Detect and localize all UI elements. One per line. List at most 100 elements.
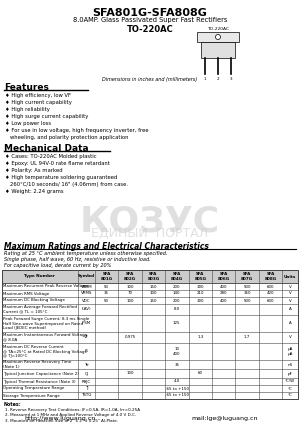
Text: TO-220AC: TO-220AC xyxy=(127,25,173,34)
Bar xyxy=(201,42,235,58)
Text: SFA
803G: SFA 803G xyxy=(147,272,159,281)
Text: 150: 150 xyxy=(150,284,157,289)
Text: ♦ High temperature soldering guaranteed: ♦ High temperature soldering guaranteed xyxy=(5,175,117,180)
Text: 400: 400 xyxy=(220,284,227,289)
Text: 100: 100 xyxy=(126,298,134,303)
Text: 1. Reverse Recovery Test Conditions: IF=0.5A, IR=1.0A, Irr=0.25A: 1. Reverse Recovery Test Conditions: IF=… xyxy=(5,408,140,411)
Text: ♦ Low power loss: ♦ Low power loss xyxy=(5,121,51,126)
Text: Type Number: Type Number xyxy=(25,275,56,278)
Text: 100: 100 xyxy=(126,284,134,289)
Text: °C/W: °C/W xyxy=(285,380,295,383)
Text: Maximum DC Reverse Current
@ TA=25°C at Rated DC Blocking Voltage
@ TJ=100°C: Maximum DC Reverse Current @ TA=25°C at … xyxy=(3,345,87,358)
Bar xyxy=(2,270,298,283)
Text: Trr: Trr xyxy=(84,363,89,366)
Text: 2: 2 xyxy=(217,77,219,81)
Text: 100: 100 xyxy=(150,292,157,295)
Text: V: V xyxy=(289,298,292,303)
Text: Maximum Average Forward Rectified
Current @ TL = 105°C: Maximum Average Forward Rectified Curren… xyxy=(3,305,77,314)
Text: Features: Features xyxy=(4,83,49,92)
Text: Maximum Instantaneous Forward Voltage
@ 8.0A: Maximum Instantaneous Forward Voltage @ … xyxy=(3,333,87,342)
Text: 260°C/10 seconds/ 16" (4.06mm) from case.: 260°C/10 seconds/ 16" (4.06mm) from case… xyxy=(10,182,128,187)
Text: ♦ Polarity: As marked: ♦ Polarity: As marked xyxy=(5,168,63,173)
Text: 0.975: 0.975 xyxy=(124,335,136,340)
Text: 400: 400 xyxy=(220,298,227,303)
Text: ♦ High reliability: ♦ High reliability xyxy=(5,107,50,112)
Text: 50: 50 xyxy=(104,298,109,303)
Text: 35: 35 xyxy=(104,292,109,295)
Text: 125: 125 xyxy=(173,321,181,326)
Text: VF: VF xyxy=(84,335,89,340)
Text: Mechanical Data: Mechanical Data xyxy=(4,144,88,153)
Text: nS: nS xyxy=(288,363,293,366)
Text: IFSM: IFSM xyxy=(82,321,91,326)
Text: Symbol: Symbol xyxy=(78,275,95,278)
Text: 8.0: 8.0 xyxy=(174,308,180,312)
Text: Maximum RMS Voltage: Maximum RMS Voltage xyxy=(3,292,49,295)
Text: 140: 140 xyxy=(173,292,181,295)
Text: pF: pF xyxy=(288,371,292,376)
Text: TO-220AC: TO-220AC xyxy=(207,27,229,31)
Text: 350: 350 xyxy=(243,292,251,295)
Text: 300: 300 xyxy=(196,284,204,289)
Text: VRRM: VRRM xyxy=(80,284,92,289)
Text: IR: IR xyxy=(84,349,88,354)
Text: 2. Measured at 1 MHz and Applied Reverse Voltage of 4.0 V D.C.: 2. Measured at 1 MHz and Applied Reverse… xyxy=(5,413,136,417)
Text: 150: 150 xyxy=(150,298,157,303)
Text: Notes:: Notes: xyxy=(4,402,22,407)
Text: 1.7: 1.7 xyxy=(244,335,250,340)
Text: SFA
802G: SFA 802G xyxy=(124,272,136,281)
Text: SFA
807G: SFA 807G xyxy=(241,272,253,281)
Text: Typical Thermal Resistance (Note 3): Typical Thermal Resistance (Note 3) xyxy=(3,380,76,383)
Text: SFA
808G: SFA 808G xyxy=(265,272,277,281)
Text: 35: 35 xyxy=(174,363,179,366)
Text: 500: 500 xyxy=(243,284,251,289)
Text: 4.0: 4.0 xyxy=(174,380,180,383)
Text: 8.0AMP. Glass Passivated Super Fast Rectifiers: 8.0AMP. Glass Passivated Super Fast Rect… xyxy=(73,17,227,23)
Text: ♦ High efficiency, low VF: ♦ High efficiency, low VF xyxy=(5,93,71,98)
Text: Maximum DC Blocking Voltage: Maximum DC Blocking Voltage xyxy=(3,298,65,303)
Text: SFA
806G: SFA 806G xyxy=(218,272,230,281)
Text: ♦ High surge current capability: ♦ High surge current capability xyxy=(5,114,88,119)
Text: ♦ Cases: TO-220AC Molded plastic: ♦ Cases: TO-220AC Molded plastic xyxy=(5,154,97,159)
Text: Maximum Ratings and Electrical Characteristics: Maximum Ratings and Electrical Character… xyxy=(4,242,209,251)
Text: SFA801G-SFA808G: SFA801G-SFA808G xyxy=(93,8,207,18)
Text: A: A xyxy=(289,308,292,312)
Text: V: V xyxy=(289,292,292,295)
Text: V: V xyxy=(289,284,292,289)
Text: I(AV): I(AV) xyxy=(82,308,91,312)
Text: КОЗУС: КОЗУС xyxy=(80,204,220,238)
Text: For capacitive load, derate current by 20%: For capacitive load, derate current by 2… xyxy=(4,263,111,268)
Text: μA
μA: μA μA xyxy=(287,347,293,356)
Text: SFA
804G: SFA 804G xyxy=(171,272,183,281)
Text: 420: 420 xyxy=(267,292,274,295)
Text: Peak Forward Surge Current; 8.3 ms Single
Half Sine-wave Superimposed on Rated
L: Peak Forward Surge Current; 8.3 ms Singl… xyxy=(3,317,89,330)
Text: 1.3: 1.3 xyxy=(197,335,203,340)
Text: 1: 1 xyxy=(204,77,206,81)
Text: Single phase, half wave, 60 Hz, resistive or inductive load.: Single phase, half wave, 60 Hz, resistiv… xyxy=(4,257,151,262)
Text: wheeling, and polarity protection application: wheeling, and polarity protection applic… xyxy=(10,135,128,140)
Text: 10
400: 10 400 xyxy=(173,347,181,356)
Text: TJ: TJ xyxy=(85,386,88,391)
Text: Storage Temperature Range: Storage Temperature Range xyxy=(3,394,60,397)
Text: CJ: CJ xyxy=(84,371,88,376)
Text: Units: Units xyxy=(284,275,296,278)
Text: Maximum Recurrent Peak Reverse Voltage: Maximum Recurrent Peak Reverse Voltage xyxy=(3,284,89,289)
Text: RθJC: RθJC xyxy=(82,380,91,383)
Text: Dimensions in inches and (millimeters): Dimensions in inches and (millimeters) xyxy=(102,77,198,82)
Circle shape xyxy=(215,34,220,40)
Text: VRMS: VRMS xyxy=(81,292,92,295)
Text: 60: 60 xyxy=(198,371,203,376)
Text: mail:lge@luguang.cn: mail:lge@luguang.cn xyxy=(192,416,258,421)
Text: 300: 300 xyxy=(196,298,204,303)
Text: 600: 600 xyxy=(267,298,274,303)
Text: 70: 70 xyxy=(128,292,132,295)
Text: SFA
805G: SFA 805G xyxy=(194,272,206,281)
Text: ♦ Epoxy: UL 94V-0 rate flame retardant: ♦ Epoxy: UL 94V-0 rate flame retardant xyxy=(5,161,110,166)
Text: 200: 200 xyxy=(173,298,181,303)
Text: Rating at 25 °C ambient temperature unless otherwise specified.: Rating at 25 °C ambient temperature unle… xyxy=(4,251,167,256)
Text: http://www.luguang.cn: http://www.luguang.cn xyxy=(24,416,96,421)
Text: 210: 210 xyxy=(196,292,204,295)
Text: 600: 600 xyxy=(267,284,274,289)
Text: 3: 3 xyxy=(230,77,232,81)
Text: -65 to +150: -65 to +150 xyxy=(165,386,189,391)
